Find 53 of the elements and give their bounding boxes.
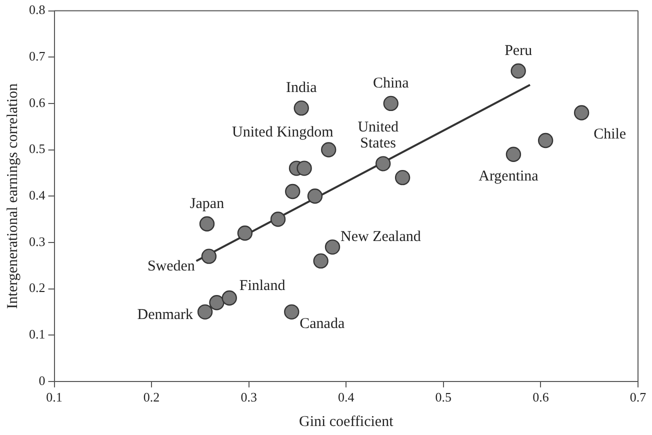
- annotation: India: [286, 80, 318, 96]
- x-tick-label: 0.6: [532, 390, 550, 405]
- point: [296, 160, 312, 176]
- annotation: New Zealand: [340, 228, 422, 245]
- y-tick-label: 0.1: [29, 326, 46, 342]
- annotation: China: [372, 75, 410, 92]
- point: [506, 146, 522, 162]
- x-tick-label: 0.5: [435, 390, 452, 405]
- annotation: Chile: [594, 126, 626, 143]
- y-tick-label: 0.4: [29, 188, 46, 203]
- point: [324, 239, 340, 255]
- y-tick-label: 0.6: [29, 94, 46, 110]
- annotation: Sweden: [147, 258, 196, 274]
- point: [394, 170, 410, 186]
- annotation: Argentina: [478, 168, 539, 184]
- point: [375, 156, 391, 172]
- point: [294, 100, 309, 116]
- x-tick-label: 0.3: [240, 390, 257, 405]
- x-tick-label: 0.7: [630, 390, 647, 405]
- point: [313, 253, 328, 269]
- point: [574, 105, 590, 120]
- x-tick-label: 0.4: [338, 390, 355, 405]
- y-tick-label: 0: [38, 372, 46, 388]
- point: [510, 63, 526, 79]
- point: [538, 132, 554, 148]
- x-axis-title: Gini coefficient: [298, 414, 394, 430]
- annotation: United States: [358, 120, 400, 152]
- y-axis-title: Intergenerational earnings correlation: [4, 82, 21, 309]
- x-tick-label: 0.2: [143, 390, 160, 405]
- point: [321, 142, 336, 158]
- point: [209, 295, 224, 310]
- point: [383, 96, 398, 112]
- annotation: Canada: [300, 316, 345, 332]
- point: [284, 304, 300, 320]
- point: [270, 212, 286, 227]
- x-tick-label: 0.1: [46, 390, 62, 405]
- annotation: Denmark: [137, 306, 194, 323]
- annotation: Finland: [239, 278, 286, 294]
- y-tick-label: 0.8: [29, 2, 46, 18]
- point: [307, 188, 323, 204]
- point: [197, 304, 213, 320]
- y-tick-label: 0.7: [29, 48, 46, 64]
- y-tick-label: 0.2: [29, 280, 46, 296]
- point: [237, 226, 253, 241]
- point: [222, 290, 237, 306]
- point: [199, 216, 215, 232]
- annotation: Peru: [504, 42, 533, 59]
- y-tick-label: 0.3: [29, 234, 46, 249]
- point: [285, 184, 300, 200]
- y-tick-label: 0.5: [29, 141, 46, 156]
- annotation: United Kingdom: [232, 124, 334, 141]
- annotation: Japan: [190, 196, 225, 212]
- point: [201, 248, 217, 264]
